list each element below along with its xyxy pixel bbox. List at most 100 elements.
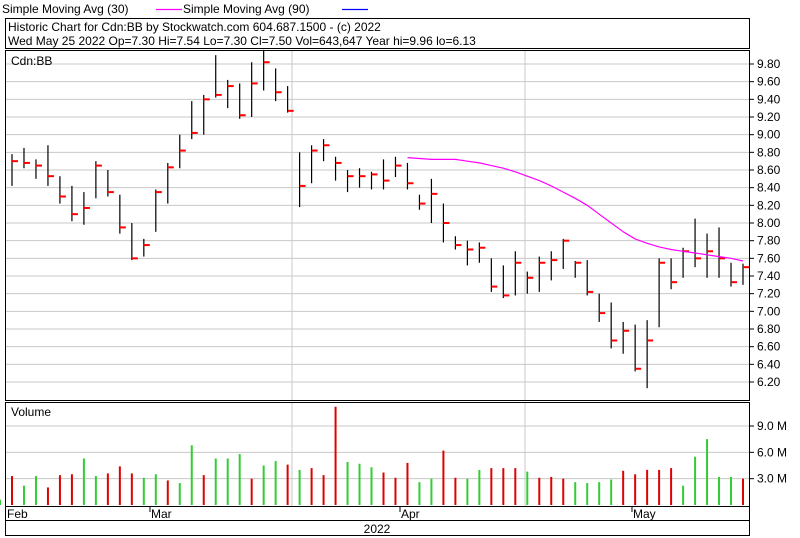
ohlc-bar [622,321,630,354]
sma30-line [407,157,744,262]
ohlc-bar [167,162,174,204]
ohlc-bar [706,233,714,278]
ohlc-bar [490,258,498,292]
volume-axis: 9.0 M 6.0 M 3.0 M [749,419,787,486]
legend-item-sma90-label: Simple Moving Avg (90) [183,2,310,16]
price-tick-label: 9.00 [757,128,781,142]
ohlc-bar [670,258,678,290]
ohlc-bar [742,263,749,285]
ohlc-bar [83,192,90,225]
ohlc-bar [275,68,282,102]
ohlc-bar [730,262,738,287]
ohlc-bar [59,176,66,204]
price-tick-label: 6.20 [757,375,781,389]
ohlc-bar [215,55,222,98]
ohlc-bar [143,238,150,257]
ohlc-bar [442,203,450,243]
ohlc-bar [394,156,402,178]
ohlc-bar [658,258,666,328]
ohlc-bar [478,242,486,263]
ohlc-bar [107,170,114,197]
ohlc-bar [322,139,330,162]
year-label: 2022 [364,522,391,536]
price-axis: 9.80 9.60 9.40 9.20 9.00 8.80 8.60 8.40 8.20 8.00… [749,57,781,389]
price-tick-label: 9.60 [757,75,781,89]
price-tick-label: 7.00 [757,304,781,318]
ohlc-bar [718,227,726,278]
ohlc-bar [466,240,474,266]
price-tick-label: 6.40 [757,357,781,371]
ohlc-bar [23,147,30,169]
ohlc-bar [263,49,270,91]
price-tick-label: 7.40 [757,269,781,283]
volume-bars [0,406,744,505]
volume-tick-label: 6.0 M [757,445,787,459]
ohlc-bar [179,134,186,169]
ohlc-bar [119,194,126,234]
ohlc-bar [586,260,594,296]
volume-grid [6,403,749,506]
price-tick-label: 7.80 [757,234,781,248]
price-tick-label: 8.40 [757,181,781,195]
ohlc-bar [95,161,102,199]
ohlc-bar [71,185,78,222]
year-axis [5,520,750,536]
ohlc-bar [694,218,702,268]
header-box [5,18,750,49]
ohlc-bar [634,324,642,372]
price-tick-label: 6.60 [757,340,781,354]
ohlc-bar [299,152,306,208]
price-tick-label: 8.20 [757,198,781,212]
ohlc-bar [251,62,258,117]
ohlc-bar [406,162,414,190]
volume-label: Volume [11,405,51,419]
ohlc-bar [358,168,366,188]
ohlc-bar [382,159,390,190]
ohlc-bar [47,145,54,186]
ohlc-bar [562,238,570,269]
price-tick-label: 8.60 [757,163,781,177]
price-tick-label: 6.80 [757,322,781,336]
ohlc-bar [370,171,378,190]
ohlc-bar [227,79,234,109]
price-grid [6,51,749,400]
legend: Simple Moving Avg (30) Simple Moving Avg… [0,0,800,18]
price-panel [5,50,750,401]
ohlc-bar [203,94,210,135]
ohlc-bar [191,101,198,140]
legend-item-sma30-swatch [156,8,182,11]
ohlc-bar [550,251,558,281]
volume-tick-label: 3.0 M [757,472,787,486]
ohlc-bar [131,223,138,261]
month-label: May [633,507,656,521]
ohlc-bar [35,159,42,179]
ohlc-bar [239,83,246,119]
price-tick-label: 9.40 [757,92,781,106]
ohlc-bar [11,154,18,186]
volume-panel [5,402,750,507]
month-label: Apr [401,507,420,521]
price-tick-label: 8.00 [757,216,781,230]
ohlc-bar [430,178,438,223]
price-tick-label: 7.20 [757,287,781,301]
ohlc-bar [346,170,354,193]
price-tick-label: 9.20 [757,110,781,124]
ohlc-bar [155,189,162,232]
ohlc-bar [287,86,294,113]
ohlc-bar [334,156,342,181]
ohlc-bar [574,260,582,278]
price-tick-label: 9.80 [757,57,781,71]
ohlc-bar [418,194,426,210]
month-labels: Feb Mar Apr May [7,506,656,521]
ohlc-bar [646,320,654,389]
ohlc-bar [526,271,534,294]
ohlc-bars [11,49,749,389]
legend-item-sma90-swatch [342,8,368,11]
symbol-label: Cdn:BB [11,54,52,68]
ohlc-bar [538,256,546,292]
ohlc-bar [610,302,618,349]
price-tick-label: 7.60 [757,251,781,265]
volume-tick-label: 9.0 M [757,419,787,433]
month-label: Mar [151,507,172,521]
